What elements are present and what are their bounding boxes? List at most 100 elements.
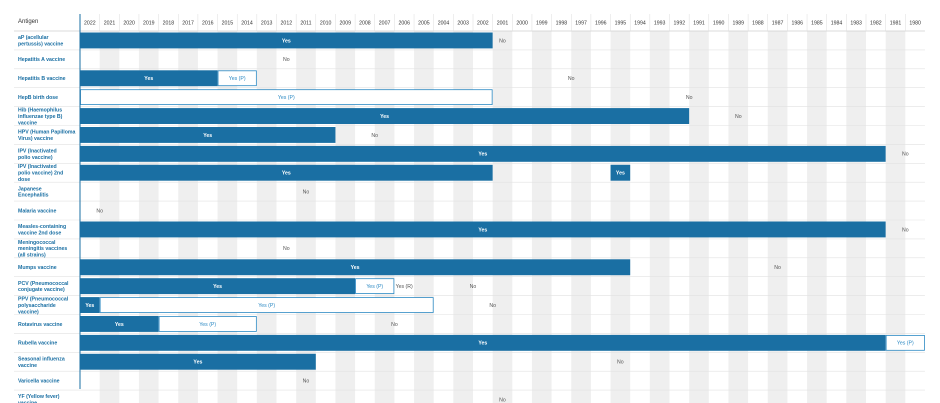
status-label: No bbox=[283, 57, 290, 63]
antigen-label: PCV (Pneumococcal conjugate vaccine) bbox=[18, 281, 69, 293]
status-label: Yes (P) bbox=[199, 322, 216, 328]
status-bar-partial bbox=[217, 70, 257, 87]
status-label: Yes bbox=[351, 265, 360, 271]
year-tick-label: 2016 bbox=[202, 21, 214, 27]
year-tick-label: 1991 bbox=[693, 21, 705, 27]
status-label: Yes (P) bbox=[897, 341, 914, 347]
status-label: Yes bbox=[282, 38, 291, 44]
year-tick-label: 1981 bbox=[890, 21, 902, 27]
year-tick-label: 2019 bbox=[143, 21, 155, 27]
status-label: No bbox=[902, 152, 909, 158]
antigen-label: Rubella vaccine bbox=[18, 341, 57, 347]
status-bar-yes bbox=[80, 164, 493, 181]
antigen-label: IPV (Inactivated polio vaccine) 2nd dose bbox=[18, 164, 63, 183]
status-label: Yes bbox=[282, 171, 291, 177]
antigen-label: YF (Yellow fever)vaccine bbox=[18, 394, 60, 403]
status-bar-partial bbox=[885, 334, 925, 351]
status-bar-yes bbox=[80, 353, 316, 370]
status-label: Yes bbox=[203, 133, 212, 139]
shaded-year-column bbox=[689, 31, 709, 403]
status-label: Yes (P) bbox=[366, 284, 383, 290]
status-label: Yes bbox=[85, 303, 94, 309]
year-tick-label: 1995 bbox=[615, 21, 627, 27]
status-label: Yes bbox=[380, 114, 389, 120]
shaded-year-column bbox=[728, 31, 749, 403]
antigen-label: aP (acellular pertussis) vaccine bbox=[18, 35, 63, 47]
antigen-label: Hepatitis A vaccine bbox=[18, 57, 65, 63]
year-tick-label: 2018 bbox=[163, 21, 175, 27]
status-label: Yes (P) bbox=[229, 76, 246, 82]
status-label: Yes bbox=[478, 341, 487, 347]
status-label: Yes bbox=[478, 152, 487, 158]
status-label: Yes bbox=[616, 171, 625, 177]
year-tick-label: 2012 bbox=[281, 21, 293, 27]
antigen-label: Varicella vaccine bbox=[18, 378, 60, 384]
year-tick-label: 2004 bbox=[438, 21, 450, 27]
antigen-label: Hib (Haemophilus influenzae type B) vaccin… bbox=[18, 107, 63, 126]
status-label: No bbox=[470, 284, 477, 290]
year-tick-label: 2008 bbox=[359, 21, 371, 27]
status-label: Yes bbox=[144, 76, 153, 82]
year-tick-label: 2002 bbox=[477, 21, 489, 27]
status-bar-yes bbox=[80, 334, 886, 351]
status-label: Yes bbox=[478, 227, 487, 233]
status-label: Yes (P) bbox=[278, 95, 295, 101]
antigen-label: Measles-containing vaccine 2nd dose bbox=[18, 224, 66, 236]
status-label: No bbox=[499, 397, 506, 403]
status-label: No bbox=[774, 265, 781, 271]
status-label: No bbox=[283, 246, 290, 252]
status-label: Yes bbox=[115, 322, 124, 328]
status-label: No bbox=[303, 378, 310, 384]
status-bar-yes bbox=[80, 145, 886, 162]
antigen-labels: aP (acellular pertussis) vaccine Hepatitis… bbox=[18, 35, 75, 403]
year-tick-label: 1990 bbox=[713, 21, 725, 27]
year-tick-label: 2010 bbox=[320, 21, 332, 27]
status-bar-partial bbox=[158, 316, 257, 332]
year-tick-label: 1999 bbox=[536, 21, 548, 27]
status-label: Yes bbox=[193, 360, 202, 366]
year-tick-label: 1984 bbox=[831, 21, 843, 27]
antigen-label: Mumps vaccine bbox=[18, 265, 57, 271]
status-bar-yes bbox=[80, 221, 886, 238]
year-tick-label: 1994 bbox=[634, 21, 646, 27]
status-label: No bbox=[686, 95, 693, 101]
antigen-label: IPV (Inactivated polio vaccine) bbox=[18, 148, 57, 160]
year-tick-label: 1996 bbox=[595, 21, 607, 27]
status-label: No bbox=[371, 133, 378, 139]
year-tick-label: 2017 bbox=[182, 21, 194, 27]
year-tick-label: 1983 bbox=[850, 21, 862, 27]
antigen-label: HPV (Human Papilloma Virus) vaccine bbox=[18, 130, 75, 142]
year-tick-label: 1987 bbox=[772, 21, 784, 27]
year-tick-label: 1982 bbox=[870, 21, 882, 27]
year-tick-label: 2013 bbox=[261, 21, 273, 27]
antigen-label: Seasonal influenza vaccine bbox=[18, 356, 65, 368]
year-tick-label: 2003 bbox=[457, 21, 469, 27]
status-bar-yes bbox=[80, 127, 336, 143]
antigen-label: Meningococcal meningitis vaccines (all str… bbox=[18, 240, 67, 259]
status-label: Yes bbox=[213, 284, 222, 290]
status-bar-yes bbox=[80, 32, 493, 49]
status-label: No bbox=[735, 114, 742, 120]
year-tick-label: 2011 bbox=[300, 21, 311, 27]
antigen-label: Hepatitis B vaccine bbox=[18, 76, 66, 82]
antigen-label: HepB birth dose bbox=[18, 95, 58, 101]
year-tick-label: 2014 bbox=[241, 21, 253, 27]
status-label: No bbox=[499, 38, 506, 44]
status-label: No bbox=[391, 322, 398, 328]
status-bars: Yes No No Yes Yes (P) No Yes (P) No Yes No Yes No Ye… bbox=[80, 32, 925, 403]
status-label: No bbox=[902, 227, 909, 233]
year-tick-label: 2007 bbox=[379, 21, 391, 27]
status-label: No bbox=[96, 208, 103, 214]
shaded-year-column bbox=[767, 31, 788, 403]
year-tick-label: 2020 bbox=[123, 21, 135, 27]
status-bar-partial bbox=[355, 278, 395, 295]
status-bar-yes bbox=[80, 108, 690, 124]
year-tick-label: 2005 bbox=[418, 21, 430, 27]
year-tick-label: 1998 bbox=[556, 21, 568, 27]
status-bar-yes bbox=[80, 297, 100, 313]
year-tick-label: 1985 bbox=[811, 21, 823, 27]
year-tick-label: 2015 bbox=[222, 21, 234, 27]
year-tick-label: 2000 bbox=[516, 21, 528, 27]
year-tick-label: 1992 bbox=[674, 21, 686, 27]
